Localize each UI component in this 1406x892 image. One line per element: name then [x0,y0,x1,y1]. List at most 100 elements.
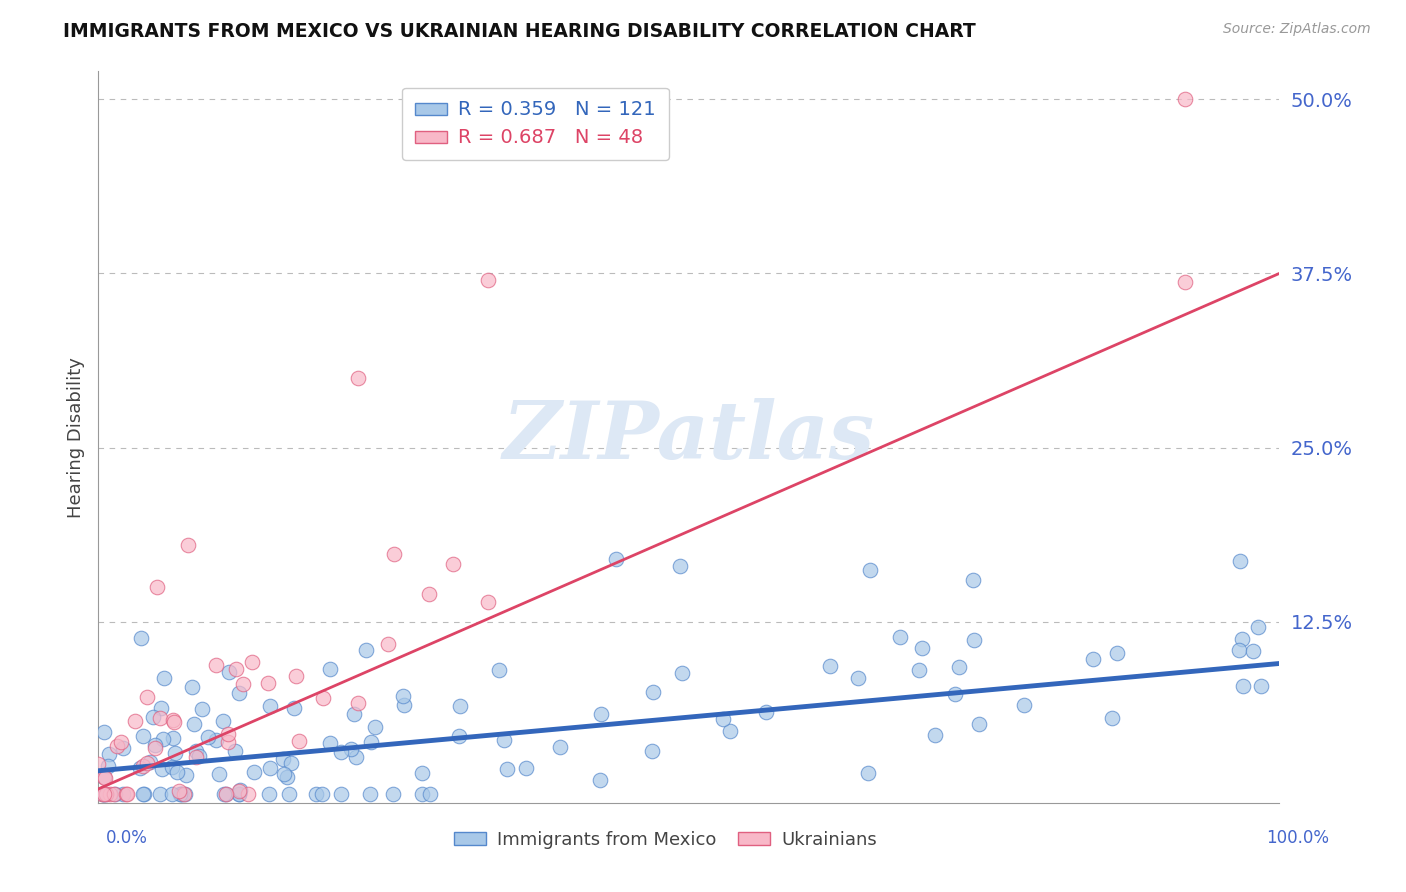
Point [755,706,778,720]
Point [718,723,741,738]
Text: Source: ZipAtlas.com: Source: ZipAtlas.com [1223,22,1371,37]
Point [1241,643,1264,657]
Point [163,714,186,729]
Point [208,767,231,781]
Point [288,734,311,748]
Point [142,710,165,724]
Point [93,770,115,784]
Point [330,788,353,802]
Point [232,677,254,691]
Point [228,788,250,802]
Point [1081,652,1104,666]
Point [1250,679,1272,693]
Point [477,273,499,287]
Point [162,713,184,727]
Point [256,676,278,690]
Text: 0.0%: 0.0% [105,829,148,847]
Point [948,659,970,673]
Point [347,696,370,710]
Point [104,788,127,802]
Point [589,772,612,787]
Point [128,761,150,775]
Point [143,738,166,752]
Point [214,788,236,802]
Point [382,547,405,561]
Point [364,720,387,734]
Point [360,735,382,749]
Point [671,666,693,681]
Point [283,701,305,715]
Point [411,765,433,780]
Text: IMMIGRANTS FROM MEXICO VS UKRAINIAN HEARING DISABILITY CORRELATION CHART: IMMIGRANTS FROM MEXICO VS UKRAINIAN HEAR… [63,22,976,41]
Point [186,744,208,758]
Point [394,698,416,713]
Point [174,767,197,781]
Point [150,701,173,715]
Point [548,740,571,755]
Point [228,783,250,797]
Point [418,587,440,601]
Point [419,788,441,802]
Point [124,714,146,728]
Point [98,788,121,802]
Point [943,687,966,701]
Point [150,762,173,776]
Point [131,631,153,645]
Point [963,632,986,647]
Text: 100.0%: 100.0% [1265,829,1329,847]
Point [354,642,377,657]
Y-axis label: Hearing Disability: Hearing Disability [66,357,84,517]
Point [152,731,174,746]
Point [132,759,155,773]
Point [103,788,125,802]
Point [217,735,239,749]
Point [962,573,984,587]
Point [305,788,328,802]
Point [711,712,734,726]
Point [273,767,295,781]
Point [411,788,433,802]
Point [228,686,250,700]
Point [911,641,934,656]
Point [276,770,298,784]
Point [360,788,382,802]
Text: ZIPatlas: ZIPatlas [503,399,875,475]
Point [218,665,240,680]
Point [188,748,211,763]
Point [169,788,191,802]
Point [215,788,238,802]
Point [1229,643,1251,657]
Point [110,735,132,749]
Point [146,580,169,594]
Point [225,662,247,676]
Point [132,729,155,743]
Point [846,672,869,686]
Point [257,788,280,802]
Point [162,788,184,802]
Point [907,663,929,677]
Point [145,740,167,755]
Point [132,787,155,801]
Point [924,728,946,742]
Point [170,788,193,802]
Point [135,756,157,771]
Point [139,756,162,770]
Point [381,788,404,802]
Point [93,724,115,739]
Point [152,671,174,685]
Point [93,788,115,802]
Point [515,761,537,775]
Point [91,788,114,802]
Point [149,710,172,724]
Legend: Immigrants from Mexico, Ukrainians: Immigrants from Mexico, Ukrainians [446,823,884,856]
Point [1229,554,1251,568]
Point [329,745,352,759]
Point [174,788,197,802]
Point [93,770,115,784]
Point [205,658,228,673]
Point [284,669,307,683]
Point [477,595,499,609]
Point [93,788,115,802]
Point [318,736,340,750]
Point [149,788,172,802]
